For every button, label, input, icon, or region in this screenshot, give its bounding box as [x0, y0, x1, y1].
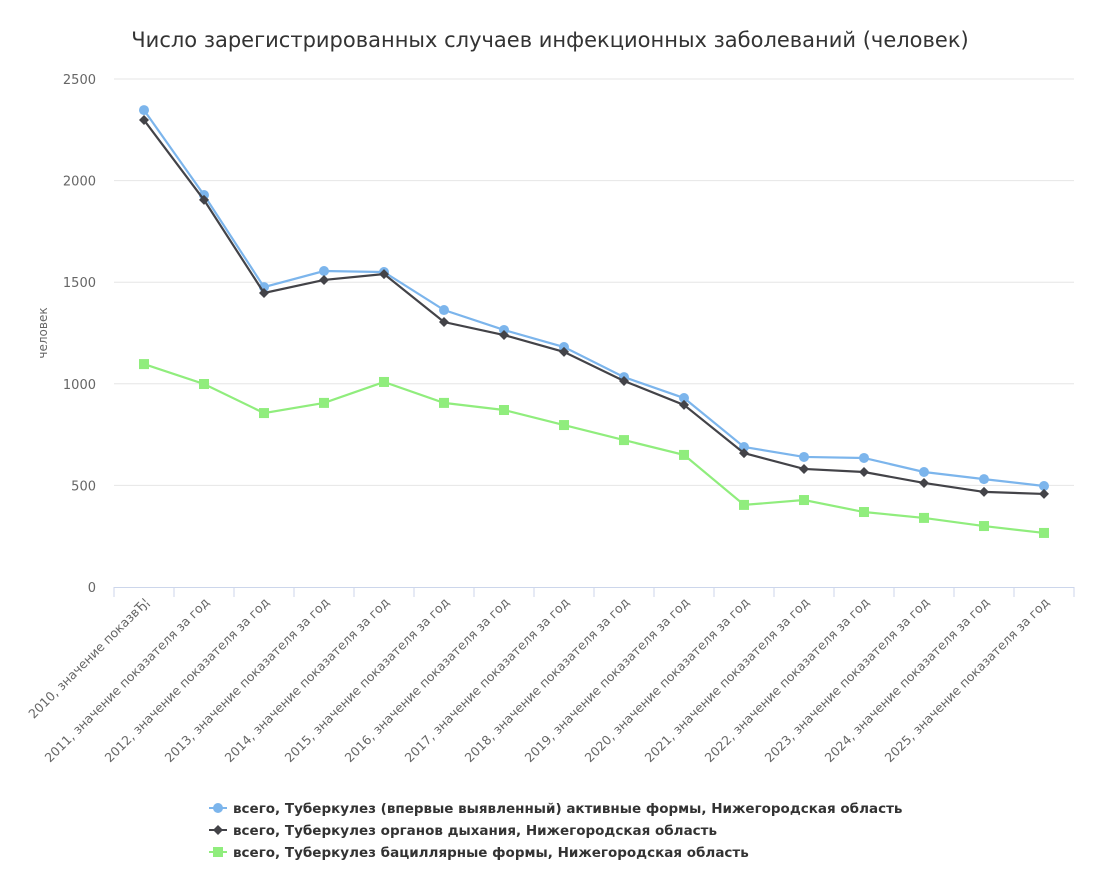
chart-title: Число зарегистрированных случаев инфекци… [131, 28, 968, 52]
legend-item[interactable]: всего, Туберкулез (впервые выявленный) а… [209, 801, 902, 817]
legend-item[interactable]: всего, Туберкулез бациллярные формы, Ниж… [209, 845, 749, 861]
y-tick-label: 1000 [63, 378, 96, 393]
data-point [679, 399, 689, 410]
data-point [259, 287, 269, 298]
legend-label: всего, Туберкулез бациллярные формы, Ниж… [233, 845, 749, 861]
data-point [319, 397, 329, 408]
data-point [259, 408, 269, 419]
data-point [739, 441, 749, 452]
data-point [213, 825, 223, 835]
data-point [739, 448, 749, 459]
data-point [379, 376, 389, 387]
data-point [439, 317, 449, 328]
data-point [859, 507, 869, 518]
data-point [919, 477, 929, 488]
data-point [919, 512, 929, 523]
data-point [739, 499, 749, 510]
y-tick-label: 1500 [63, 276, 96, 291]
series [139, 359, 1049, 538]
series-line [143, 119, 1045, 496]
y-tick-label: 0 [88, 581, 96, 596]
data-point [799, 463, 809, 474]
data-point [679, 393, 689, 404]
data-point [979, 521, 989, 532]
legend-label: всего, Туберкулез органов дыхания, Нижег… [233, 823, 717, 839]
data-point [859, 452, 869, 463]
data-point [319, 274, 329, 285]
data-point [1039, 488, 1049, 499]
data-point [379, 269, 389, 280]
data-point [199, 379, 209, 390]
data-point [319, 266, 329, 277]
data-point [439, 397, 449, 408]
data-point [799, 495, 809, 506]
data-point [499, 405, 509, 416]
y-tick-label: 2500 [63, 73, 96, 88]
data-point [679, 449, 689, 460]
data-point [619, 435, 629, 446]
data-point [139, 115, 149, 126]
y-tick-label: 500 [71, 479, 96, 494]
data-point [1039, 481, 1049, 492]
data-point [139, 105, 149, 116]
data-point [799, 451, 809, 462]
data-point [979, 474, 989, 485]
y-tick-label: 2000 [63, 175, 96, 190]
data-point [559, 346, 569, 357]
data-point [859, 466, 869, 477]
data-point [499, 324, 509, 335]
y-axis-label: человек [36, 307, 50, 358]
series-line [143, 363, 1045, 535]
data-point [619, 375, 629, 386]
data-point [919, 466, 929, 477]
series [139, 115, 1049, 499]
data-point [499, 330, 509, 341]
data-point [559, 420, 569, 431]
x-tick-label: 2010, значение показвЂ¦ [25, 595, 152, 722]
legend-label: всего, Туберкулез (впервые выявленный) а… [233, 801, 902, 817]
data-point [213, 847, 223, 857]
data-point [439, 305, 449, 316]
data-point [139, 359, 149, 370]
legend-item[interactable]: всего, Туберкулез органов дыхания, Нижег… [209, 823, 717, 839]
data-point [199, 194, 209, 205]
data-point [979, 486, 989, 497]
series-line [143, 109, 1045, 488]
data-point [1039, 527, 1049, 538]
data-point [213, 803, 223, 813]
